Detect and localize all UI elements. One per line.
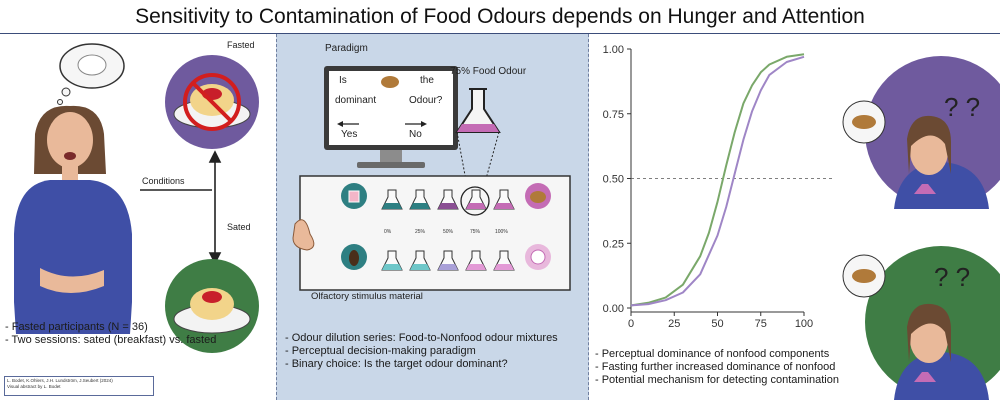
psychometric-curve [630,53,805,307]
dilution-flask [381,250,403,271]
percent-50: 50% [443,229,454,235]
y-tick-label: 0.75 [603,109,624,121]
percent-0: 0% [384,229,392,235]
participants-illustration [14,43,259,353]
hungry-person-figure [14,105,132,334]
dilution-flask [493,250,515,271]
x-tick-label: 50 [711,318,723,330]
screen-question-the: the [420,75,434,86]
citation-line: L. Bodet, K.Ohlers, J.H. Lundström, J.Se… [7,378,113,383]
percent-25: 25% [415,229,426,235]
x-tick-label: 100 [795,318,813,330]
dilution-flasks [381,189,515,271]
food-bowl-icon [381,76,399,88]
x-tick-label: 25 [668,318,680,330]
middle-bullet-2: - Perceptual decision-making paradigm [285,345,476,357]
x-tick-label: 75 [755,318,767,330]
dilution-flask [437,189,459,210]
stimulus-label: Olfactory stimulus material [311,291,423,302]
y-tick-label: 0.25 [603,238,624,250]
middle-bullet-1: - Odour dilution series: Food-to-Nonfood… [285,332,558,344]
right-bullet-3: - Potential mechanism for detecting cont… [595,374,839,386]
stimulus-box [292,175,571,291]
no-label: No [409,129,422,140]
citation-box: L. Bodet, K.Ohlers, J.H. Lundström, J.Se… [4,376,154,396]
right-bullet-2: - Fasting further increased dominance of… [595,361,836,373]
dilution-flask [493,189,515,210]
thought-bubble-empty-plate [57,43,125,105]
percent-75: 75% [470,229,481,235]
screen-question-odour: Odour? [409,95,443,106]
y-tick-label: 0.50 [603,174,624,186]
yes-label: Yes [341,129,358,140]
dilution-flask [465,250,487,271]
sated-participant-circle: ? ? [842,246,1000,400]
middle-bullet-3: - Binary choice: Is the target odour dom… [285,358,508,370]
dilution-flask [381,189,403,210]
fasted-label: Fasted [227,40,255,50]
svg-text:? ?: ? ? [934,262,970,292]
left-bullet-2: - Two sessions: sated (breakfast) vs. fa… [5,334,217,346]
nose-icon [292,219,315,251]
food-odour-label: 75% Food Odour [450,66,527,77]
y-tick-label: 1.00 [603,44,624,56]
selected-flask-ring [460,186,490,216]
x-tick-label: 0 [628,318,634,330]
page-title: Sensitivity to Contamination of Food Odo… [135,5,865,28]
psychometric-chart: 0.00 0.25 0.50 0.75 1.00 0 25 50 75 100 [603,44,832,330]
fasted-participant-circle: ? ? [842,56,1000,209]
food-odour-flask [455,88,501,133]
title-divider [0,33,1000,34]
percent-100: 100% [495,229,508,235]
sated-plate-circle [165,259,259,353]
y-tick-label: 0.00 [603,303,624,315]
monitor [324,66,458,168]
left-bullet-1: - Fasted participants (N = 36) [5,321,148,333]
dilution-flask [465,189,487,210]
dilution-flask [437,250,459,271]
screen-question-dominant: dominant [335,95,377,106]
participants-panel: Fasted Sated Conditions - Fasted partici… [0,34,276,400]
svg-text:? ?: ? ? [944,92,980,122]
conditions-arrows [140,150,222,265]
paradigm-label: Paradigm [325,43,368,54]
citation-line: Visual abstract by L. Bodet [7,384,61,389]
dilution-flask [409,250,431,271]
conditions-label: Conditions [142,176,185,186]
fasted-plate-circle [165,55,259,149]
screen-question-is: Is [339,75,347,86]
sated-label: Sated [227,222,251,232]
right-bullet-1: - Perceptual dominance of nonfood compon… [595,348,830,360]
dilution-flask [409,189,431,210]
paradigm-panel: Paradigm Is dominant the Odour? Yes No 7… [276,34,589,400]
paradigm-illustration [292,66,571,291]
results-panel: 0.00 0.25 0.50 0.75 1.00 0 25 50 75 100 ? ? ? ? -… [589,34,1000,400]
psychometric-curve [630,55,805,307]
